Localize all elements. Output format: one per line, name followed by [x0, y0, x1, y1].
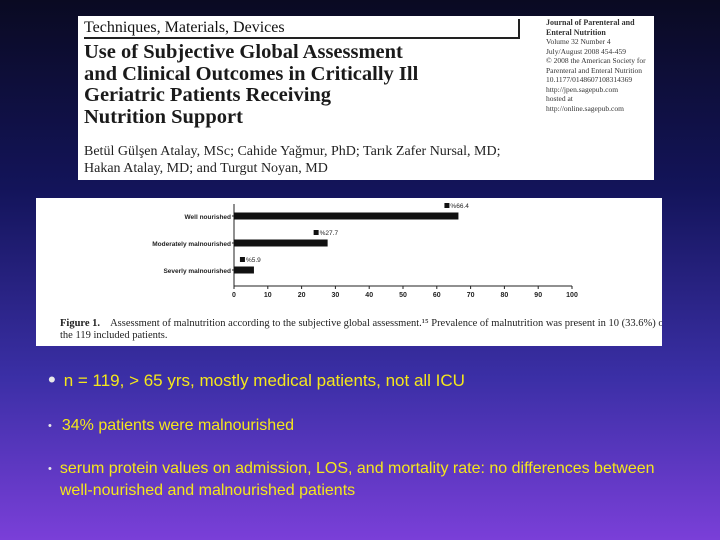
- figure-number: Figure 1.: [60, 318, 101, 329]
- paper-title: Use of Subjective Global Assessment and …: [84, 41, 524, 128]
- data-label: %5.9: [246, 257, 261, 264]
- data-label-marker: [313, 230, 319, 235]
- journal-line: Parenteral and Enteral Nutrition: [546, 65, 643, 75]
- bullet-item: • n = 119, > 65 yrs, mostly medical pati…: [48, 367, 465, 392]
- x-tick-label: 20: [298, 292, 306, 299]
- x-tick-label: 0: [232, 292, 236, 299]
- bullet-item: • 34% patients were malnourished: [48, 415, 294, 437]
- x-tick-label: 60: [433, 292, 441, 299]
- data-label-marker: [444, 203, 450, 208]
- data-label: %66.4: [450, 203, 469, 210]
- figure-caption-text: Assessment of malnutrition according to …: [60, 318, 662, 341]
- bullet-marker: •: [48, 463, 52, 475]
- x-tick-label: 80: [501, 292, 509, 299]
- bar: [234, 212, 459, 220]
- bar: [234, 239, 328, 247]
- malnutrition-bar-chart: 0 10 20 30 40 50 60 70 80 90 100 Well nourished %66.…: [152, 203, 578, 299]
- authors-line: Hakan Atalay, MD; and Turgut Noyan, MD: [84, 161, 328, 176]
- paper-title-line: Geriatric Patients Receiving: [84, 84, 332, 106]
- bullet-text: 34% patients were malnourished: [61, 417, 294, 434]
- journal-line: Journal of Parenteral and: [546, 18, 635, 27]
- journal-line: July/August 2008 454-459: [546, 46, 627, 56]
- data-label: %27.7: [320, 230, 339, 237]
- x-tick-label: 90: [534, 292, 542, 299]
- paper-authors: Betül Gülşen Atalay, MSc; Cahide Yağmur,…: [84, 143, 584, 177]
- paper-title-line: and Clinical Outcomes in Critically Ill: [84, 62, 419, 85]
- bullet-marker: •: [48, 367, 56, 392]
- journal-info: Journal of Parenteral and Enteral Nutrit…: [546, 18, 650, 113]
- paper-title-line: Nutrition Support: [84, 105, 243, 128]
- x-tick-label: 40: [365, 292, 373, 299]
- bullet-item: • serum protein values on admission, LOS…: [48, 458, 678, 502]
- figure-caption: Figure 1. Assessment of malnutrition acco…: [60, 318, 662, 342]
- journal-line: © 2008 the American Society for: [546, 56, 646, 65]
- journal-line: http://online.sagepub.com: [546, 103, 624, 113]
- paper-title-line: Use of Subjective Global Assessment: [84, 41, 403, 63]
- section-label: Techniques, Materials, Devices: [84, 19, 520, 39]
- x-tick-label: 100: [566, 292, 578, 299]
- x-tick-label: 30: [332, 292, 340, 299]
- bullet-marker: •: [48, 420, 52, 432]
- category-label: Severly malnourished: [163, 268, 231, 275]
- authors-line: Betül Gülşen Atalay, MSc; Cahide Yağmur,…: [84, 144, 501, 159]
- bullet-text: n = 119, > 65 yrs, mostly medical patien…: [63, 371, 465, 390]
- figure-image: 0 10 20 30 40 50 60 70 80 90 100 Well nourished %66.…: [36, 198, 662, 346]
- journal-line: Enteral Nutrition: [546, 27, 606, 37]
- journal-line: Volume 32 Number 4: [546, 37, 611, 46]
- journal-line: hosted at: [546, 94, 573, 103]
- x-tick-label: 50: [399, 292, 407, 299]
- category-label: Moderately malnourished: [152, 241, 231, 248]
- paper-header-image: Techniques, Materials, Devices Use of Su…: [78, 16, 654, 180]
- journal-line: 10.1177/0148607108314369: [546, 75, 633, 84]
- x-tick-label: 70: [467, 292, 475, 299]
- bar: [234, 266, 254, 274]
- x-tick-label: 10: [264, 292, 272, 299]
- data-label-marker: [239, 257, 245, 262]
- category-label: Well nourished: [185, 214, 231, 221]
- journal-line: http://jpen.sagepub.com: [546, 84, 619, 94]
- bullet-text: serum protein values on admission, LOS, …: [59, 460, 655, 499]
